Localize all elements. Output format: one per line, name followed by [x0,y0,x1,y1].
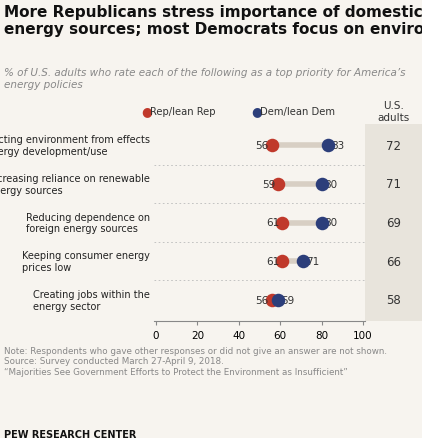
Text: Keeping consumer energy
prices low: Keeping consumer energy prices low [22,251,150,272]
Text: Reducing dependence on
foreign energy sources: Reducing dependence on foreign energy so… [26,212,150,234]
Text: 56: 56 [256,141,269,151]
Point [268,297,275,304]
Point [275,181,281,188]
Text: U.S.
adults: U.S. adults [377,101,410,123]
Point [325,142,331,149]
Point [268,142,275,149]
Text: ●: ● [251,105,262,118]
Text: % of U.S. adults who rate each of the following as a top priority for America’s
: % of U.S. adults who rate each of the fo… [4,68,406,89]
Text: 61: 61 [266,218,279,228]
Text: More Republicans stress importance of domestic
energy sources; most Democrats fo: More Republicans stress importance of do… [4,5,422,37]
Point [300,258,306,265]
Point [318,181,325,188]
Text: 80: 80 [325,180,338,190]
Text: ●: ● [141,105,152,118]
Point [318,219,325,226]
Point [279,219,286,226]
Text: Rep/lean Rep: Rep/lean Rep [150,107,215,117]
Text: 80: 80 [325,218,338,228]
Text: 69: 69 [386,216,401,230]
Point [275,297,281,304]
Text: 59: 59 [262,180,275,190]
Text: 71: 71 [386,178,401,191]
Text: Note: Respondents who gave other responses or did not give an answer are not sho: Note: Respondents who gave other respons… [4,346,387,376]
Text: 58: 58 [386,293,401,307]
Text: 66: 66 [386,255,401,268]
Text: 72: 72 [386,139,401,152]
Text: Creating jobs within the
energy sector: Creating jobs within the energy sector [33,289,150,311]
Text: 71: 71 [306,257,319,266]
Text: Protecting environment from effects
of energy development/use: Protecting environment from effects of e… [0,135,150,157]
Point [279,258,286,265]
Text: 56: 56 [256,295,269,305]
Text: 83: 83 [331,141,344,151]
Text: 61: 61 [266,257,279,266]
Text: Dem/lean Dem: Dem/lean Dem [260,107,335,117]
Text: 59: 59 [281,295,295,305]
Text: PEW RESEARCH CENTER: PEW RESEARCH CENTER [4,429,137,438]
Text: Increasing reliance on renewable
energy sources: Increasing reliance on renewable energy … [0,174,150,195]
